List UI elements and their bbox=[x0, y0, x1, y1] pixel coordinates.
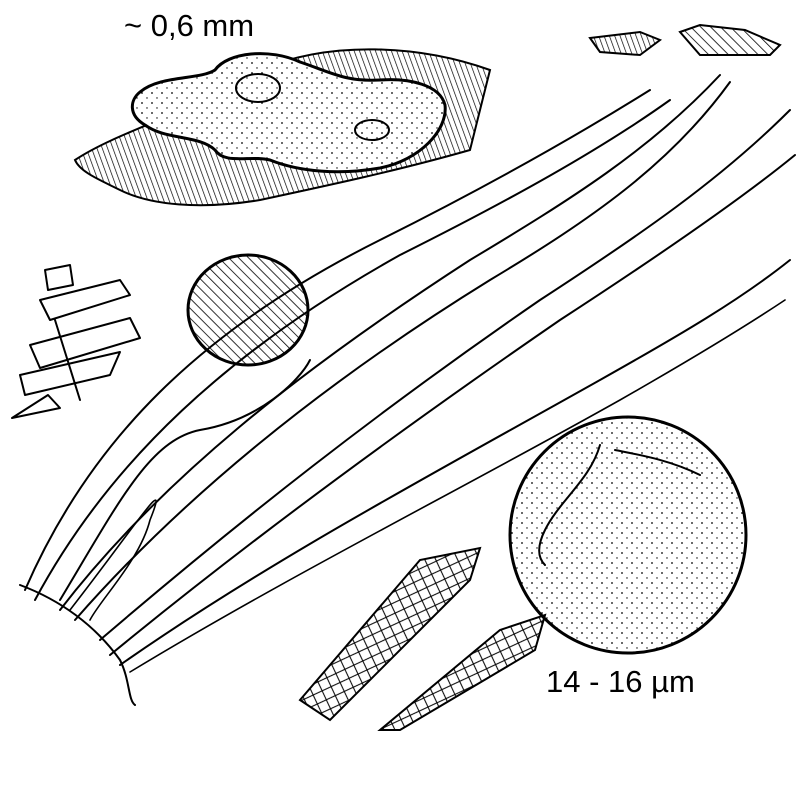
fibre-strand bbox=[34, 99, 671, 601]
fibre-twist bbox=[59, 359, 311, 601]
fragment-cluster-top-right bbox=[588, 23, 782, 57]
fibre-bundle bbox=[19, 74, 796, 706]
ribbon-right bbox=[377, 613, 547, 731]
fibre-twist bbox=[69, 499, 157, 621]
fibre-strand bbox=[109, 154, 796, 656]
lump-pore bbox=[354, 119, 390, 141]
lump-pore bbox=[235, 73, 281, 103]
fibre-base bbox=[19, 584, 136, 706]
hatched-particle bbox=[186, 253, 310, 367]
fibre-strand bbox=[129, 299, 786, 673]
lump-sketch bbox=[73, 48, 492, 207]
size-label-bottom: 14 - 16 µm bbox=[546, 664, 695, 699]
size-label-top: ~ 0,6 mm bbox=[124, 8, 255, 43]
fibre-strand bbox=[59, 74, 721, 611]
fibre-strand bbox=[24, 89, 651, 591]
ribbon-left bbox=[298, 546, 482, 722]
fibre-strand bbox=[119, 259, 791, 666]
fibre-strand bbox=[74, 81, 731, 621]
splinter-cluster-left bbox=[11, 264, 141, 419]
fibre-strand bbox=[99, 109, 791, 641]
crosshatched-ribbons bbox=[298, 546, 547, 731]
dotted-spore bbox=[508, 415, 748, 655]
